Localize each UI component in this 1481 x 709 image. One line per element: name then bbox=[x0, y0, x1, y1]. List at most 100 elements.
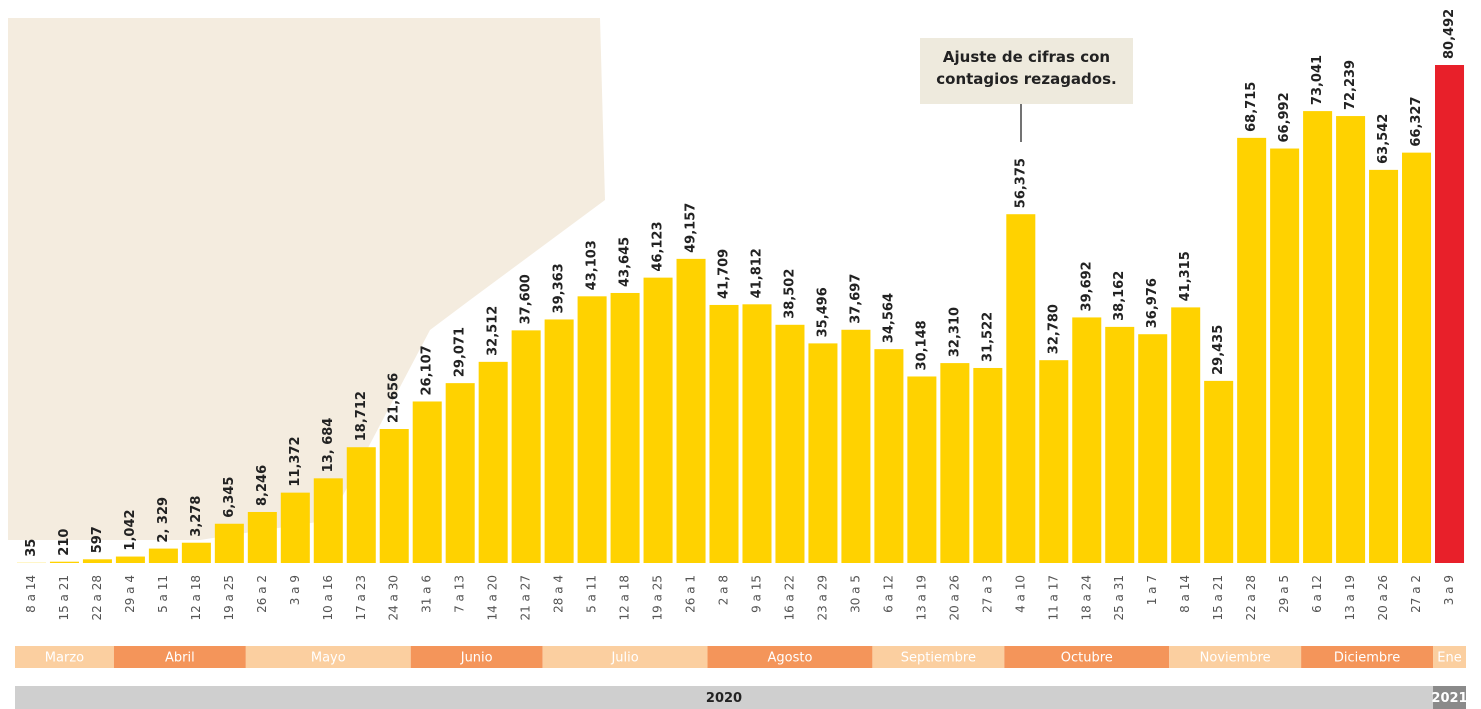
x-tick-label: 27 a 2 bbox=[1409, 575, 1423, 613]
month-label: Diciembre bbox=[1334, 651, 1400, 666]
x-tick-label: 12 a 18 bbox=[189, 575, 203, 621]
value-label: 37,697 bbox=[848, 274, 863, 324]
x-tick-label: 8 a 14 bbox=[24, 575, 38, 613]
bar bbox=[512, 330, 541, 563]
bar bbox=[1435, 65, 1464, 563]
page: Ajuste de cifras con contagios rezagados… bbox=[0, 0, 1481, 709]
x-tick-label: 19 a 25 bbox=[222, 575, 236, 621]
x-tick-label: 21 a 27 bbox=[519, 575, 533, 621]
bar bbox=[644, 278, 673, 563]
bar bbox=[413, 401, 442, 563]
bar bbox=[545, 319, 574, 563]
x-tick-label: 16 a 22 bbox=[782, 575, 796, 621]
x-tick-label: 25 a 31 bbox=[1112, 575, 1126, 621]
bar bbox=[1402, 153, 1431, 563]
value-label: 29,071 bbox=[453, 327, 468, 377]
bar bbox=[479, 362, 508, 563]
value-label: 2, 329 bbox=[156, 497, 171, 543]
x-tick-label: 13 a 19 bbox=[914, 575, 928, 621]
value-label: 38,162 bbox=[1112, 271, 1127, 321]
x-tick-label: 7 a 13 bbox=[453, 575, 467, 613]
value-label: 210 bbox=[57, 529, 72, 556]
bar bbox=[578, 296, 607, 563]
value-label: 38,502 bbox=[782, 269, 797, 319]
value-label: 80,492 bbox=[1442, 9, 1457, 59]
x-tick-label: 18 a 24 bbox=[1079, 575, 1093, 621]
bar bbox=[1237, 138, 1266, 563]
bar bbox=[1138, 334, 1167, 563]
bar bbox=[116, 557, 145, 563]
chart: Ajuste de cifras con contagios rezagados… bbox=[0, 0, 1481, 709]
x-tick-label: 22 a 28 bbox=[1244, 575, 1258, 621]
bar bbox=[248, 512, 277, 563]
x-tick-label: 12 a 18 bbox=[618, 575, 632, 621]
x-tick-label: 2 a 8 bbox=[717, 575, 731, 605]
x-tick-label: 8 a 14 bbox=[1178, 575, 1192, 613]
value-label: 56,375 bbox=[1013, 158, 1028, 208]
value-label: 63,542 bbox=[1376, 114, 1391, 164]
bar bbox=[215, 524, 244, 563]
month-label: Julio bbox=[610, 651, 638, 666]
value-label: 66,992 bbox=[1277, 92, 1292, 142]
value-label: 46,123 bbox=[651, 221, 666, 271]
value-label: 31,522 bbox=[980, 312, 995, 362]
bar bbox=[940, 363, 969, 563]
bar bbox=[611, 293, 640, 563]
bar bbox=[149, 549, 178, 563]
bar bbox=[973, 368, 1002, 563]
bar bbox=[1105, 327, 1134, 563]
month-label: Junio bbox=[460, 651, 493, 666]
bar bbox=[907, 376, 936, 563]
x-tick-label: 28 a 4 bbox=[552, 575, 566, 613]
value-label: 39,363 bbox=[552, 263, 567, 313]
value-label: 49,157 bbox=[684, 203, 699, 253]
month-label: Abril bbox=[165, 651, 195, 666]
month-label: Septiembre bbox=[901, 651, 976, 666]
x-tick-label: 20 a 26 bbox=[1376, 575, 1390, 621]
x-tick-label: 27 a 3 bbox=[980, 575, 994, 613]
x-tick-label: 5 a 11 bbox=[156, 575, 170, 613]
bar bbox=[1171, 307, 1200, 563]
x-tick-label: 4 a 10 bbox=[1013, 575, 1027, 613]
value-label: 11,372 bbox=[288, 436, 303, 486]
x-tick-label: 6 a 12 bbox=[1310, 575, 1324, 613]
value-label: 43,645 bbox=[618, 237, 633, 287]
x-tick-label: 26 a 2 bbox=[255, 575, 269, 613]
x-tick-label: 14 a 20 bbox=[486, 575, 500, 621]
x-tick-label: 1 a 7 bbox=[1145, 575, 1159, 605]
annotation: Ajuste de cifras con contagios rezagados… bbox=[932, 46, 1122, 90]
bar bbox=[380, 429, 409, 563]
value-label: 37,600 bbox=[519, 274, 534, 324]
x-tick-label: 19 a 25 bbox=[651, 575, 665, 621]
month-label: Noviembre bbox=[1200, 651, 1271, 666]
bar bbox=[314, 478, 343, 563]
value-label: 36,976 bbox=[1145, 278, 1160, 328]
bar bbox=[50, 562, 79, 563]
bar bbox=[1072, 317, 1101, 563]
value-label: 18,712 bbox=[354, 391, 369, 441]
value-label: 41,812 bbox=[749, 248, 764, 298]
month-label: Marzo bbox=[45, 651, 84, 666]
year-label: 2020 bbox=[706, 691, 742, 706]
bar bbox=[841, 330, 870, 563]
x-tick-label: 29 a 5 bbox=[1277, 575, 1291, 613]
x-tick-label: 22 a 28 bbox=[90, 575, 104, 621]
value-label: 26,107 bbox=[420, 345, 435, 395]
bar bbox=[710, 305, 739, 563]
x-tick-label: 20 a 26 bbox=[947, 575, 961, 621]
x-tick-label: 29 a 4 bbox=[123, 575, 137, 613]
bar bbox=[677, 259, 706, 563]
annotation-wrap: Ajuste de cifras con contagios rezagados… bbox=[920, 38, 1133, 104]
value-label: 29,435 bbox=[1211, 325, 1226, 375]
value-label: 41,315 bbox=[1178, 251, 1193, 301]
x-tick-label: 26 a 1 bbox=[684, 575, 698, 613]
bar bbox=[1303, 111, 1332, 563]
bar bbox=[182, 543, 211, 563]
bar bbox=[808, 343, 837, 563]
x-tick-label: 24 a 30 bbox=[387, 575, 401, 621]
bar bbox=[1039, 360, 1068, 563]
value-label: 72,239 bbox=[1343, 60, 1358, 110]
bar bbox=[1369, 170, 1398, 563]
x-tick-label: 3 a 9 bbox=[288, 575, 302, 605]
value-label: 66,327 bbox=[1409, 96, 1424, 146]
